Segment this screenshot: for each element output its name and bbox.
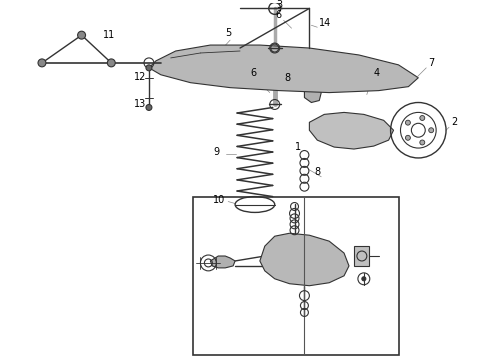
Circle shape [420,140,425,145]
Text: 14: 14 [319,18,332,28]
Text: 4: 4 [374,68,380,78]
Polygon shape [309,112,393,149]
Circle shape [405,135,411,140]
Circle shape [77,31,86,39]
Circle shape [429,128,434,133]
Polygon shape [260,233,349,286]
Text: 10: 10 [213,194,225,204]
Polygon shape [354,246,369,266]
Text: 9: 9 [213,147,220,157]
Bar [194,197,398,355]
Polygon shape [210,256,235,268]
Circle shape [38,59,46,67]
Circle shape [420,116,425,121]
Text: 12: 12 [134,72,147,82]
Text: 8: 8 [285,73,291,83]
Text: 5: 5 [225,28,231,38]
Text: 3: 3 [276,0,283,10]
Polygon shape [149,45,418,93]
Circle shape [146,65,152,71]
Circle shape [107,59,115,67]
Text: 11: 11 [103,30,116,40]
Text: 8: 8 [314,167,320,177]
Text: 6: 6 [276,10,282,21]
Text: 6: 6 [250,68,256,78]
Circle shape [362,277,366,281]
Text: 7: 7 [428,58,435,68]
Text: 1: 1 [294,142,301,152]
Circle shape [146,104,152,111]
Polygon shape [304,83,321,103]
Circle shape [405,120,411,125]
Text: 2: 2 [451,117,457,127]
Text: 13: 13 [134,99,147,109]
